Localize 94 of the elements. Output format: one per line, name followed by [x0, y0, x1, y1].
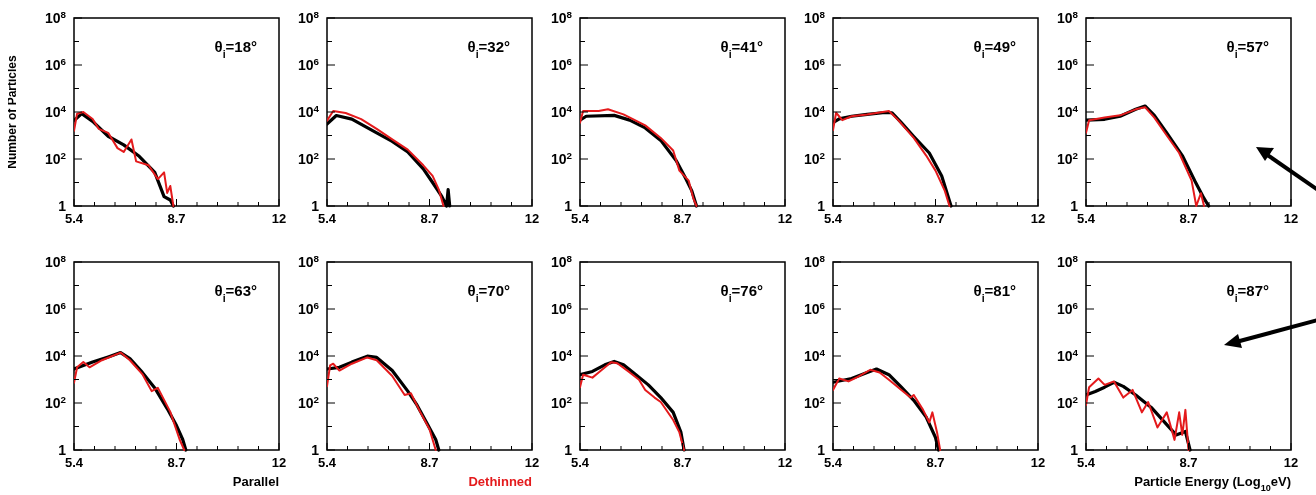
- y-tick-label: 10$^{8}$: [803, 8, 826, 26]
- x-tick-label: 12: [524, 455, 540, 470]
- y-tick-label: 10$^{8}$: [44, 8, 67, 26]
- y-tick-label: 10$^{6}$: [44, 299, 67, 317]
- y-tick-label: 10$^{6}$: [44, 55, 67, 73]
- x-tick-label: 5.4: [317, 211, 337, 226]
- x-tick-label: 5.4: [823, 455, 843, 470]
- y-tick-label: 10$^{2}$: [44, 393, 67, 411]
- y-axis-title: Number of Particles: [5, 54, 19, 169]
- y-tick-label: 10$^{2}$: [1056, 393, 1079, 411]
- text: θ$_{i}$=32°: [467, 38, 510, 60]
- x-tick-label: 8.7: [673, 455, 692, 470]
- x-tick-label: 8.7: [926, 455, 945, 470]
- y-tick-label: 10$^{4}$: [297, 346, 320, 364]
- x-tick-label: 5.4: [1076, 455, 1096, 470]
- y-tick-label: 10$^{4}$: [803, 102, 826, 120]
- y-tick-label: 10$^{6}$: [550, 55, 573, 73]
- y-tick-label: 10$^{4}$: [1056, 102, 1079, 120]
- x-tick-label: 12: [777, 455, 793, 470]
- y-tick-label: 10$^{4}$: [1056, 346, 1079, 364]
- text: θ$_{i}$=41°: [720, 38, 763, 60]
- y-tick-label: 10$^{6}$: [550, 299, 573, 317]
- y-tick-label: 10$^{6}$: [803, 55, 826, 73]
- y-tick-label: 10$^{2}$: [803, 393, 826, 411]
- x-tick-label: 5.4: [317, 455, 337, 470]
- y-tick-label: 1: [564, 198, 573, 214]
- x-tick-label: 8.7: [926, 211, 945, 226]
- text: θ$_{i}$=18°: [214, 38, 257, 60]
- text: Parallel: [232, 474, 279, 489]
- y-tick-label: 10$^{8}$: [550, 8, 573, 26]
- y-tick-label: 1: [58, 442, 67, 458]
- text: θ$_{i}$=57°: [1226, 38, 1269, 60]
- text: θ$_{i}$=81°: [973, 282, 1016, 304]
- x-tick-label: 8.7: [167, 455, 186, 470]
- x-tick-label: 5.4: [64, 211, 84, 226]
- y-tick-label: 10$^{4}$: [44, 346, 67, 364]
- y-tick-label: 10$^{6}$: [297, 299, 320, 317]
- x-tick-label: 8.7: [420, 211, 439, 226]
- y-tick-label: 10$^{2}$: [803, 149, 826, 167]
- y-tick-label: 10$^{2}$: [1056, 149, 1079, 167]
- x-axis-title: Particle Energy (Log$_{10}$eV): [1134, 474, 1291, 493]
- y-tick-label: 1: [1070, 198, 1079, 214]
- y-tick-label: 10$^{2}$: [44, 149, 67, 167]
- y-tick-label: 10$^{8}$: [1056, 8, 1079, 26]
- x-tick-label: 8.7: [420, 455, 439, 470]
- y-tick-label: 10$^{8}$: [1056, 252, 1079, 270]
- x-tick-label: 12: [1283, 211, 1299, 226]
- y-tick-label: 10$^{4}$: [550, 102, 573, 120]
- x-tick-label: 12: [1283, 455, 1299, 470]
- y-tick-label: 10$^{6}$: [1056, 299, 1079, 317]
- x-tick-label: 12: [524, 211, 540, 226]
- x-tick-label: 5.4: [823, 211, 843, 226]
- x-tick-label: 12: [777, 211, 793, 226]
- text: θ$_{i}$=76°: [720, 282, 763, 304]
- text: θ$_{i}$=63°: [214, 282, 257, 304]
- x-tick-label: 8.7: [1179, 211, 1198, 226]
- y-tick-label: 10$^{4}$: [550, 346, 573, 364]
- x-tick-label: 5.4: [570, 211, 590, 226]
- x-tick-label: 5.4: [570, 455, 590, 470]
- y-tick-label: 1: [564, 442, 573, 458]
- y-tick-label: 10$^{2}$: [297, 149, 320, 167]
- y-tick-label: 10$^{2}$: [550, 393, 573, 411]
- y-tick-label: 10$^{4}$: [44, 102, 67, 120]
- y-tick-label: 10$^{8}$: [297, 8, 320, 26]
- y-tick-label: 1: [817, 442, 826, 458]
- y-tick-label: 1: [58, 198, 67, 214]
- y-tick-label: 10$^{8}$: [297, 252, 320, 270]
- y-tick-label: 10$^{4}$: [803, 346, 826, 364]
- text: θ$_{i}$=70°: [467, 282, 510, 304]
- y-tick-label: 10$^{8}$: [803, 252, 826, 270]
- x-tick-label: 12: [1030, 211, 1046, 226]
- y-tick-label: 1: [1070, 442, 1079, 458]
- x-tick-label: 8.7: [1179, 455, 1198, 470]
- text: θ$_{i}$=87°: [1226, 282, 1269, 304]
- y-tick-label: 10$^{4}$: [297, 102, 320, 120]
- x-tick-label: 5.4: [64, 455, 84, 470]
- y-tick-label: 10$^{2}$: [550, 149, 573, 167]
- text: θ$_{i}$=49°: [973, 38, 1016, 60]
- x-tick-label: 12: [271, 211, 287, 226]
- x-tick-label: 8.7: [167, 211, 186, 226]
- y-tick-label: 10$^{2}$: [297, 393, 320, 411]
- x-tick-label: 12: [1030, 455, 1046, 470]
- y-tick-label: 10$^{8}$: [44, 252, 67, 270]
- y-tick-label: 1: [311, 198, 320, 214]
- x-tick-label: 12: [271, 455, 287, 470]
- x-tick-label: 8.7: [673, 211, 692, 226]
- y-tick-label: 10$^{6}$: [1056, 55, 1079, 73]
- y-tick-label: 10$^{6}$: [803, 299, 826, 317]
- y-tick-label: 1: [817, 198, 826, 214]
- y-tick-label: 1: [311, 442, 320, 458]
- x-tick-label: 5.4: [1076, 211, 1096, 226]
- y-tick-label: 10$^{6}$: [297, 55, 320, 73]
- y-tick-label: 10$^{8}$: [550, 252, 573, 270]
- text: Dethinned: [468, 474, 533, 489]
